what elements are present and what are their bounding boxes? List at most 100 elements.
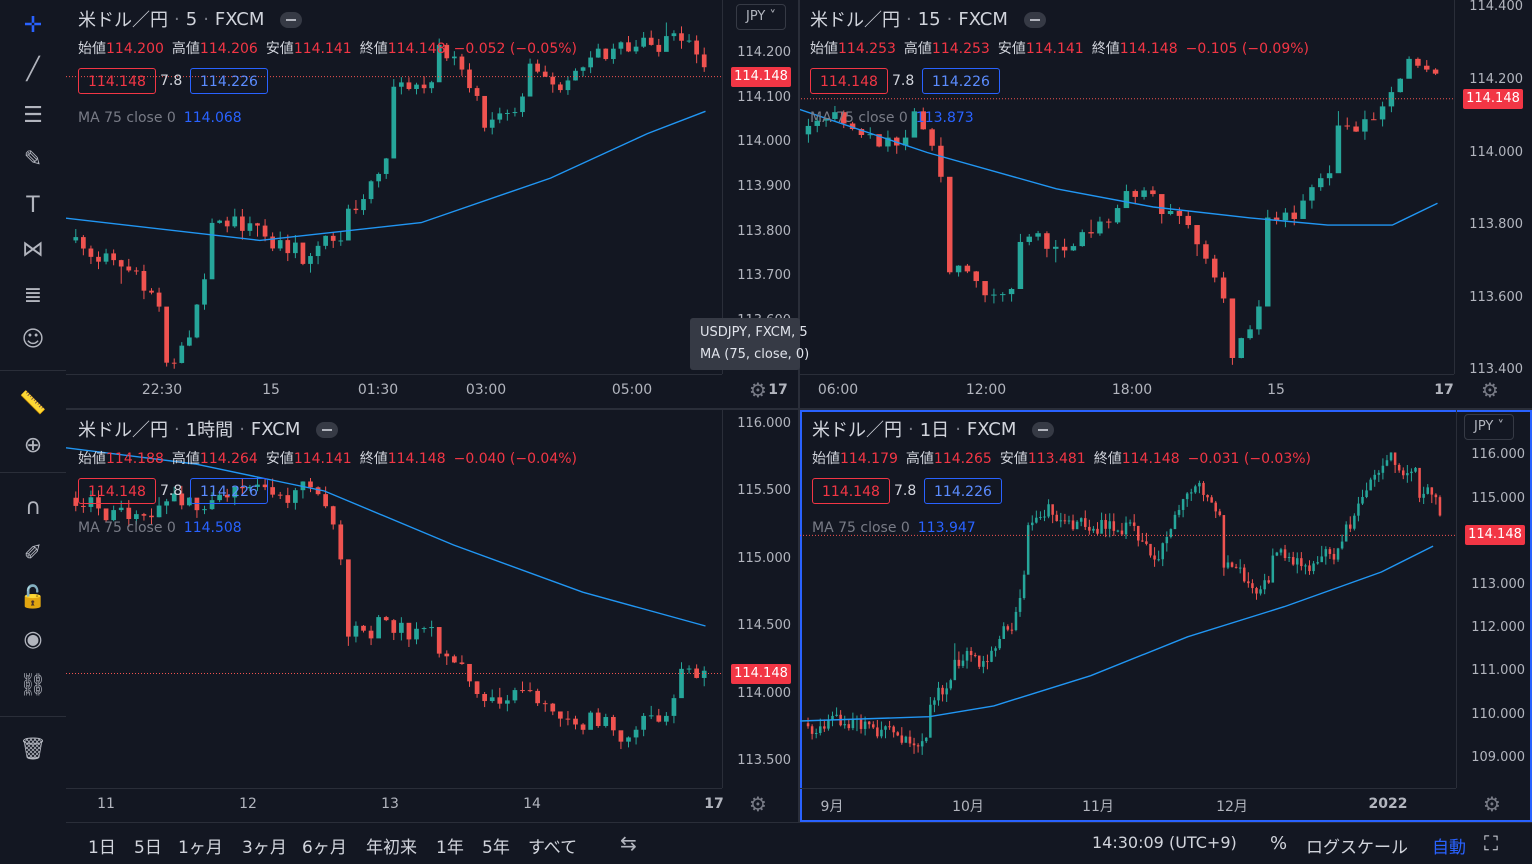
link-icon[interactable]: ⛓ (19, 672, 47, 698)
price-axis[interactable]: 114.400 114.200 114.000 113.800 113.600 113.4… (1454, 0, 1529, 377)
eye-icon[interactable]: ◉ (23, 626, 43, 652)
time-axis[interactable]: 9月 10月 11月 12月 2022 (800, 788, 1456, 819)
candle-body (978, 655, 981, 667)
brush-icon[interactable]: ✎ (23, 146, 43, 172)
candle-body (888, 726, 891, 728)
buy-button[interactable]: 114.226 (924, 478, 1002, 504)
auto-scale-toggle[interactable]: 自動 (1432, 838, 1466, 858)
ma-legend[interactable]: MA 75 close 0 114.068 (78, 110, 242, 126)
lock-icon[interactable]: 🔓 (19, 584, 47, 610)
settings-gear-icon[interactable]: ⚙ (1481, 378, 1499, 402)
candle-body (1422, 493, 1425, 498)
price-axis[interactable]: 114.200 114.100 114.000 113.900 113.800 113.7… (722, 0, 797, 374)
symbol-legend[interactable]: 米ドル／円 · 5 · FXCM (78, 6, 303, 32)
emoji-icon[interactable]: ☺ (21, 326, 45, 352)
symbol-name[interactable]: 米ドル／円 (810, 10, 900, 31)
price-axis[interactable]: 116.000 115.500 115.000 114.500 114.000 113.5… (722, 410, 797, 788)
currency-dropdown[interactable]: JPY ˅ (1464, 414, 1514, 440)
interval-label[interactable]: 1日 (919, 420, 950, 441)
ma-value: 113.873 (915, 110, 974, 126)
symbol-name[interactable]: 米ドル／円 (78, 10, 168, 31)
pane-divider[interactable] (66, 408, 1532, 410)
trash-icon[interactable]: 🗑 (19, 736, 47, 762)
ruler-icon[interactable]: 📏 (19, 390, 47, 416)
last-price-label: 114.148 (1465, 525, 1525, 546)
sell-button[interactable]: 114.148 (78, 68, 156, 94)
candle-body (843, 724, 846, 726)
candle-body (224, 494, 230, 498)
symbol-legend[interactable]: 米ドル／円 · 15 · FXCM (810, 6, 1046, 32)
range-button[interactable]: 1ヶ月 (178, 838, 223, 858)
price-plot[interactable] (66, 0, 722, 374)
range-button[interactable]: 1年 (436, 838, 464, 858)
date-range-icon[interactable]: ⇆ (620, 831, 637, 855)
range-button[interactable]: 5年 (482, 838, 510, 858)
open-value: 114.200 (106, 41, 164, 57)
symbol-name[interactable]: 米ドル／円 (78, 420, 168, 441)
candle-body (1271, 555, 1275, 583)
price-plot[interactable] (798, 0, 1454, 374)
hide-icon[interactable] (280, 12, 303, 28)
candle-body (1335, 125, 1342, 174)
price-plot[interactable] (66, 410, 722, 788)
currency-dropdown[interactable]: JPY ˅ (736, 4, 786, 30)
horizontal-lines-icon[interactable]: ☰ (23, 102, 43, 128)
fib-icon[interactable]: ≣ (23, 282, 43, 308)
candle-body (1070, 246, 1077, 251)
high-label: 高値 (171, 451, 200, 467)
symbol-name[interactable]: 米ドル／円 (812, 420, 902, 441)
hide-icon[interactable] (1023, 12, 1046, 28)
hide-icon[interactable] (1032, 422, 1055, 438)
chart-pane-p15m[interactable]: 114.400 114.200 114.000 113.800 113.600 113.4… (798, 0, 1532, 408)
high-value: 114.265 (933, 451, 992, 467)
clock-display[interactable]: 14:30:09 (UTC+9) (1092, 833, 1237, 852)
interval-label[interactable]: 15 (917, 8, 941, 30)
interval-label[interactable]: 1時間 (185, 420, 234, 441)
sell-button[interactable]: 114.148 (810, 68, 888, 94)
ma-legend[interactable]: MA 75 close 0 113.873 (810, 110, 974, 126)
range-button[interactable]: 1日 (88, 838, 116, 858)
percent-toggle[interactable]: % (1270, 833, 1288, 854)
fullscreen-icon[interactable]: ⛶ (1484, 831, 1498, 855)
price-axis[interactable]: 116.000115.000114.000113.000112.000111.0… (1456, 410, 1531, 788)
log-scale-toggle[interactable]: ログスケール (1306, 838, 1408, 858)
buy-button[interactable]: 114.226 (922, 68, 1000, 94)
trend-line-icon[interactable]: ╱ (26, 56, 40, 82)
range-button[interactable]: 年初来 (366, 838, 417, 858)
symbol-legend[interactable]: 米ドル／円 · 1時間 · FXCM (78, 416, 339, 442)
buy-button[interactable]: 114.226 (190, 68, 268, 94)
chart-pane-p1h[interactable]: 116.000 115.500 115.000 114.500 114.000 113.5… (66, 410, 798, 822)
crosshair-icon[interactable]: ✛ (23, 12, 43, 38)
price-plot[interactable] (800, 410, 1456, 788)
candle-body (1044, 233, 1050, 249)
ma-legend[interactable]: MA 75 close 0 114.508 (78, 520, 242, 536)
pane-divider[interactable] (798, 0, 800, 822)
symbol-legend[interactable]: 米ドル／円 · 1日 · FXCM (812, 416, 1055, 442)
settings-gear-icon[interactable]: ⚙ (749, 378, 767, 402)
time-axis[interactable]: 11 12 13 14 17 (66, 788, 724, 819)
time-axis[interactable]: 06:00 12:00 18:00 15 17 (798, 374, 1454, 405)
buy-button[interactable]: 114.226 (190, 478, 268, 504)
sell-button[interactable]: 114.148 (78, 478, 156, 504)
lock-drawing-icon[interactable]: ✐ (23, 540, 43, 566)
chart-pane-p1d[interactable]: 116.000115.000114.000113.000112.000111.0… (800, 410, 1532, 822)
range-button[interactable]: 3ヶ月 (242, 838, 287, 858)
settings-gear-icon[interactable]: ⚙ (1483, 792, 1501, 816)
magnet-icon[interactable]: ∩ (24, 494, 42, 520)
sell-button[interactable]: 114.148 (812, 478, 890, 504)
chart-pane-p5m[interactable]: 114.200 114.100 114.000 113.900 113.800 113.7… (66, 0, 798, 408)
zoom-in-icon[interactable]: ⊕ (23, 432, 43, 458)
close-value: 114.148 (387, 41, 446, 57)
range-button[interactable]: すべて (528, 838, 578, 858)
settings-gear-icon[interactable]: ⚙ (749, 792, 767, 816)
range-button[interactable]: 6ヶ月 (302, 838, 347, 858)
range-button[interactable]: 5日 (134, 838, 162, 858)
text-icon[interactable]: T (26, 192, 40, 218)
hide-icon[interactable] (316, 422, 339, 438)
ma-legend[interactable]: MA 75 close 0 113.947 (812, 520, 976, 536)
candle-body (1304, 565, 1307, 567)
interval-label[interactable]: 5 (185, 8, 198, 30)
candle-body (1438, 497, 1442, 516)
time-axis[interactable]: 22:30 15 01:30 03:00 05:00 17 (66, 374, 788, 405)
pattern-icon[interactable]: ⋈ (22, 236, 44, 262)
